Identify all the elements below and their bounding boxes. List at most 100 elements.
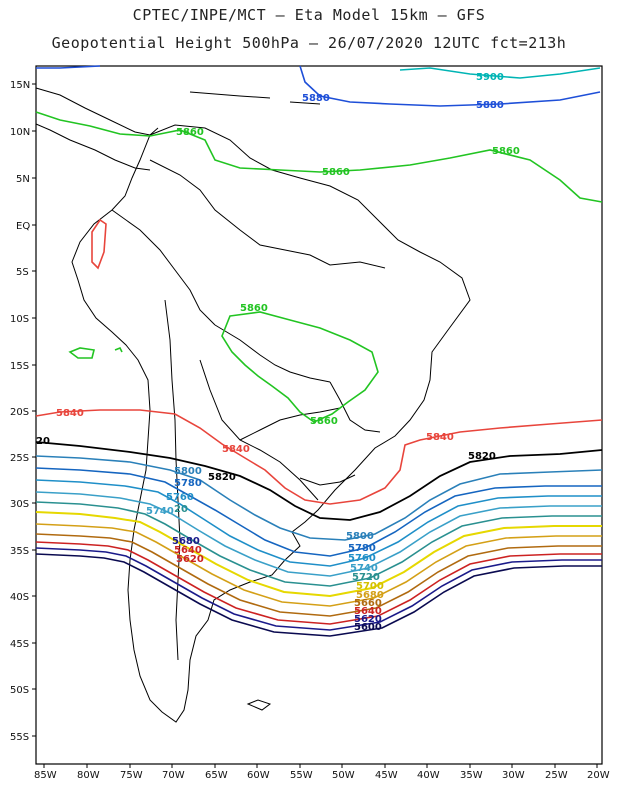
border-bolivia bbox=[214, 324, 331, 383]
lat-label: 10S bbox=[10, 314, 29, 325]
contour-5860-brazil bbox=[221, 311, 379, 423]
label-5760: 5760 bbox=[348, 553, 376, 564]
contour-5880-west bbox=[36, 65, 101, 69]
contour-5680 bbox=[35, 523, 602, 607]
lon-label: 30W bbox=[502, 770, 525, 781]
caribbean-islands bbox=[189, 91, 271, 99]
lat-label: 15S bbox=[10, 361, 29, 372]
border-peru bbox=[111, 209, 216, 326]
contour-5860-small bbox=[114, 346, 123, 353]
label-5720: 5720 bbox=[352, 572, 380, 583]
label-5720-short: 20 bbox=[174, 504, 188, 515]
label-5860: 5860 bbox=[240, 303, 268, 314]
caribbean-islands-east bbox=[289, 101, 321, 105]
label-5840: 5840 bbox=[222, 444, 250, 455]
label-5840: 5840 bbox=[56, 408, 84, 419]
label-5880: 5880 bbox=[476, 100, 504, 111]
contour-5780 bbox=[35, 467, 602, 557]
label-5660: 5660 bbox=[354, 598, 382, 609]
label-5820: 5820 bbox=[208, 472, 236, 483]
label-5780: 5780 bbox=[174, 478, 202, 489]
contour-5860-pacific bbox=[68, 347, 95, 359]
label-5740: 5740 bbox=[350, 563, 378, 574]
label-5860: 5860 bbox=[492, 146, 520, 157]
label-5680: 5680 bbox=[172, 536, 200, 547]
central-america-pacific-coast bbox=[35, 123, 151, 171]
label-5820-west: 20 bbox=[36, 436, 50, 447]
contour-5860-north bbox=[35, 111, 603, 203]
lon-label: 25W bbox=[545, 770, 568, 781]
lat-label: 10N bbox=[10, 127, 30, 138]
contour-labels: 5900 5880 5880 5860 5860 5860 5860 5860 … bbox=[36, 72, 520, 633]
contour-5900 bbox=[399, 67, 601, 79]
contour-5800 bbox=[35, 455, 603, 541]
lat-label: 40S bbox=[10, 592, 29, 603]
south-america-outline bbox=[71, 124, 471, 723]
label-5880: 5880 bbox=[302, 93, 330, 104]
label-5800: 5800 bbox=[346, 531, 374, 542]
label-5620: 5620 bbox=[176, 554, 204, 565]
lon-label: 40W bbox=[417, 770, 440, 781]
lat-label: 25S bbox=[10, 453, 29, 464]
contour-5620 bbox=[35, 547, 602, 631]
lon-label: 35W bbox=[460, 770, 483, 781]
border-brazil-south bbox=[329, 381, 381, 433]
contour-5660 bbox=[35, 533, 602, 617]
border-uruguay bbox=[299, 474, 356, 486]
lon-label: 20W bbox=[587, 770, 610, 781]
label-5680: 5680 bbox=[356, 590, 384, 601]
label-5700: 5700 bbox=[356, 581, 384, 592]
lat-label: 15N bbox=[10, 80, 30, 91]
label-5860: 5860 bbox=[176, 127, 204, 138]
lon-label: 45W bbox=[375, 770, 398, 781]
lon-label: 70W bbox=[162, 770, 185, 781]
land-outlines bbox=[35, 87, 471, 723]
lon-label: 60W bbox=[247, 770, 270, 781]
lat-label: 50S bbox=[10, 685, 29, 696]
label-5820: 5820 bbox=[468, 451, 496, 462]
label-5740: 5740 bbox=[146, 506, 174, 517]
chart-title-line1: CPTEC/INPE/MCT – Eta Model 15km – GFS bbox=[132, 6, 486, 24]
contour-5740 bbox=[35, 491, 602, 577]
border-paraguay bbox=[239, 407, 341, 441]
label-5860: 5860 bbox=[322, 167, 350, 178]
lat-label: 45S bbox=[10, 639, 29, 650]
border-chile-argentina bbox=[164, 299, 181, 661]
lon-axis: 85W 80W 75W 70W 65W 60W 55W 50W 45W 40W … bbox=[34, 764, 610, 781]
lat-label: 55S bbox=[10, 732, 29, 743]
lat-label: 5N bbox=[16, 174, 30, 185]
label-5840: 5840 bbox=[426, 432, 454, 443]
label-5900: 5900 bbox=[476, 72, 504, 83]
contour-5880 bbox=[299, 65, 601, 107]
contours bbox=[35, 65, 603, 637]
contour-5700 bbox=[35, 511, 602, 598]
contour-5720 bbox=[35, 501, 602, 587]
label-5760: 5760 bbox=[166, 492, 194, 503]
lat-label: EQ bbox=[16, 221, 30, 232]
lat-label: 20S bbox=[10, 407, 29, 418]
label-5600: 5600 bbox=[354, 622, 382, 633]
contour-5600 bbox=[35, 553, 602, 637]
chart-title-line2: Geopotential Height 500hPa – 26/07/2020 … bbox=[51, 34, 567, 52]
falkland-islands bbox=[246, 699, 272, 711]
lat-label: 5S bbox=[16, 267, 29, 278]
contour-5840 bbox=[35, 409, 603, 505]
lon-label: 65W bbox=[205, 770, 228, 781]
lon-label: 55W bbox=[290, 770, 313, 781]
label-5800: 5800 bbox=[174, 466, 202, 477]
label-5640: 5640 bbox=[174, 545, 202, 556]
lat-label: 30S bbox=[10, 499, 29, 510]
border-argentina-north bbox=[199, 359, 319, 501]
label-5640: 5640 bbox=[354, 606, 382, 617]
lat-axis: 15N 10N 5N EQ 5S 10S 15S 20S 25S 30S 35S… bbox=[10, 80, 36, 743]
contour-5840-ecuador bbox=[91, 218, 107, 270]
label-5620: 5620 bbox=[354, 614, 382, 625]
lon-label: 75W bbox=[120, 770, 143, 781]
lon-label: 50W bbox=[332, 770, 355, 781]
contour-5640 bbox=[35, 541, 602, 625]
label-5780: 5780 bbox=[348, 543, 376, 554]
contour-5760 bbox=[35, 479, 602, 567]
lon-label: 85W bbox=[34, 770, 57, 781]
lat-label: 35S bbox=[10, 546, 29, 557]
